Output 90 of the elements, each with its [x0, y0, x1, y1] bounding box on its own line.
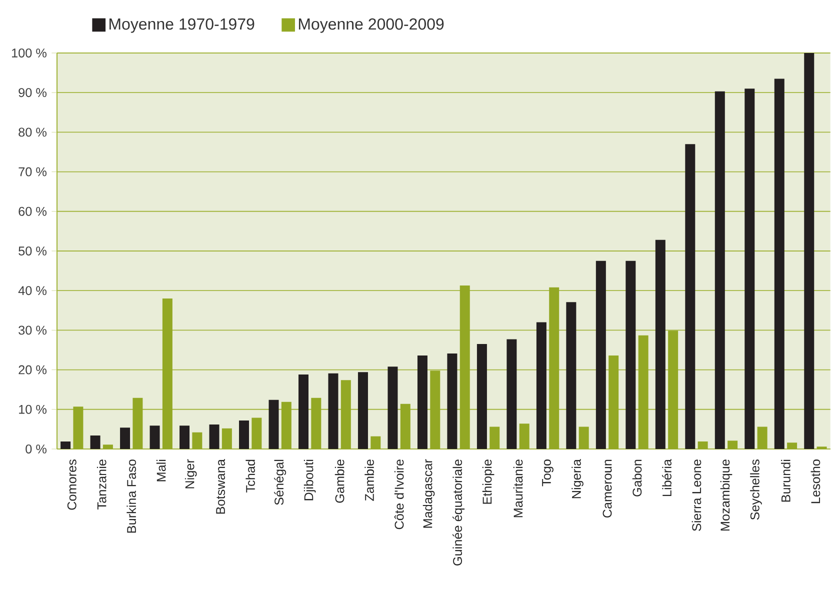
x-tick-label: Libéria: [662, 459, 672, 496]
x-tick-label: Guinée équatoriale: [452, 460, 465, 566]
bar: [192, 432, 202, 449]
bar: [120, 428, 130, 449]
bar: [150, 426, 160, 449]
x-tick-label: Comores: [67, 460, 76, 510]
bar: [490, 426, 500, 449]
bar: [430, 370, 440, 449]
y-tick-label: 60 %: [18, 206, 46, 216]
bar: [608, 356, 619, 449]
x-tick-label: Cameroun: [602, 460, 612, 518]
x-tick-label: Botswana: [216, 459, 226, 514]
bar: [804, 52, 814, 449]
bar: [400, 404, 410, 449]
bar: [728, 440, 738, 449]
x-tick-label: Ethiopie: [482, 460, 494, 504]
y-tick-label: 70 %: [18, 167, 46, 176]
y-tick-label: 100 %: [12, 48, 46, 58]
bar: [60, 441, 71, 449]
bar: [209, 424, 220, 449]
bar: [698, 441, 708, 449]
x-tick-label: Nigeria: [572, 459, 584, 498]
x-tick-label: Madagascar: [422, 459, 435, 528]
x-tick-label: Djibouti: [304, 460, 316, 500]
bar: [252, 418, 262, 449]
bar: [328, 373, 338, 449]
bar: [506, 339, 517, 449]
bar: [536, 322, 546, 449]
bar: [340, 380, 351, 449]
bar: [578, 426, 589, 449]
x-tick-label: Togo: [542, 460, 554, 486]
bar: [714, 91, 725, 449]
bar: [757, 426, 768, 449]
x-tick-label: Gambie: [334, 460, 344, 503]
y-tick-label: 0 %: [26, 444, 46, 454]
y-tick-label: 40 %: [18, 286, 46, 296]
x-tick-label: Burundi: [781, 460, 790, 502]
bar: [787, 442, 798, 449]
bar: [90, 436, 100, 449]
legend-label: Moyenne 2000-2009: [298, 18, 444, 33]
bar: [73, 406, 84, 449]
bar: [417, 356, 428, 449]
x-tick-label: Sénégal: [274, 460, 286, 505]
bar: [774, 78, 784, 449]
x-tick-label: Côte d'Ivoire: [394, 460, 404, 530]
bar: [447, 354, 458, 449]
bar: [180, 426, 190, 449]
y-tick-label: 50 %: [18, 246, 46, 256]
x-tick-label: Mauritanie: [513, 460, 523, 518]
legend-label: Moyenne 1970-1979: [110, 18, 254, 33]
x-tick-label: Sierra Leone: [692, 460, 702, 531]
y-tick-label: 20 %: [18, 365, 46, 374]
bar: [370, 436, 381, 449]
bar: [626, 260, 636, 449]
bar: [476, 344, 487, 449]
x-tick-label: Mali: [156, 460, 166, 482]
y-tick-label: 80 %: [18, 128, 46, 137]
bar: [744, 88, 755, 449]
bar: [655, 240, 666, 449]
bar: [566, 302, 576, 449]
x-tick-label: Niger: [184, 459, 197, 488]
bar: [596, 260, 606, 449]
bar: [358, 372, 368, 449]
bar: [222, 428, 232, 449]
bar: [281, 402, 292, 449]
bar: [132, 398, 143, 449]
x-tick-label: Gabon: [632, 460, 642, 496]
x-tick-label: Lesotho: [810, 460, 820, 504]
bar: [668, 330, 678, 449]
bar: [549, 287, 560, 449]
bar: [311, 398, 322, 449]
bar: [268, 400, 279, 449]
bar: [685, 144, 696, 449]
bar: [239, 420, 250, 449]
bar: [638, 335, 648, 449]
x-tick-label: Seychelles: [750, 460, 762, 520]
y-tick-label: 90 %: [18, 88, 46, 98]
y-tick-label: 10 %: [19, 404, 46, 414]
bar: [298, 374, 308, 449]
bar: [102, 444, 113, 449]
x-tick-label: Mozambique: [720, 460, 732, 531]
x-tick-label: Tanzanie: [96, 460, 106, 510]
x-tick-label: Tchad: [246, 460, 255, 493]
x-tick-label: Zambie: [364, 460, 374, 501]
bar: [519, 424, 530, 449]
bar: [460, 285, 470, 449]
x-tick-label: Burkina Faso: [126, 460, 136, 533]
bar: [388, 366, 398, 449]
y-tick-label: 30 %: [18, 326, 46, 335]
bar: [162, 298, 172, 449]
